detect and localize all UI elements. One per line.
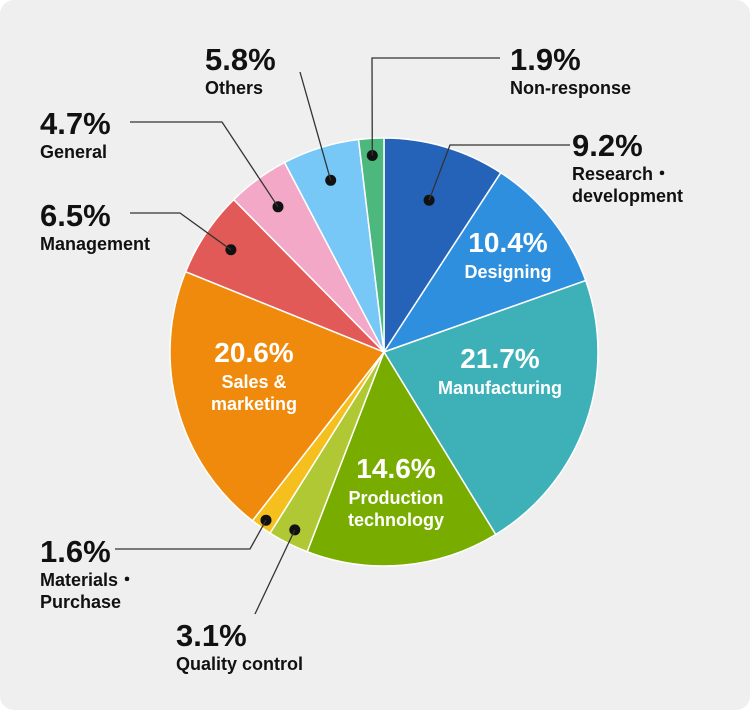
percent-label: 5.8% xyxy=(205,42,276,77)
percent-label: 14.6% xyxy=(356,453,435,484)
label-designing: 10.4% Designing xyxy=(464,227,551,282)
category-label: General xyxy=(40,142,107,162)
slice-manufacturing xyxy=(382,279,599,536)
percent-label: 3.1% xyxy=(176,618,247,653)
slice-labels: 9.2% Research・ development 10.4% Designing 21… xyxy=(40,42,683,674)
pie-slices xyxy=(169,137,599,567)
category-label: Management xyxy=(40,234,150,254)
leader-lines xyxy=(115,57,570,615)
leader-line xyxy=(115,519,267,550)
slice-research-development xyxy=(383,137,502,355)
slice-designing xyxy=(382,171,587,354)
percent-label: 6.5% xyxy=(40,198,111,233)
leader-line xyxy=(130,121,279,208)
leader-line xyxy=(130,212,232,251)
leader-line xyxy=(371,57,500,156)
slice-production-technology xyxy=(306,350,497,567)
label-general: 4.7% General xyxy=(40,106,111,162)
label-management: 6.5% Management xyxy=(40,198,150,254)
label-non-response: 1.9% Non-response xyxy=(510,42,631,98)
leader-line xyxy=(428,144,570,201)
label-materials-purchase: 1.6% Materials・ Purchase xyxy=(40,534,136,612)
label-sales-marketing: 20.6% Sales & marketing xyxy=(211,337,297,414)
percent-label: 1.6% xyxy=(40,534,111,569)
percent-label: 9.2% xyxy=(572,128,643,163)
percent-label: 10.4% xyxy=(468,227,547,258)
percent-label: 20.6% xyxy=(214,337,293,368)
category-label: Research・ xyxy=(572,164,671,184)
label-production-technology: 14.6% Production technology xyxy=(348,453,444,530)
leader-line xyxy=(299,71,332,181)
category-label: Others xyxy=(205,78,263,98)
category-label: technology xyxy=(348,510,444,530)
category-label: Designing xyxy=(464,262,551,282)
slice-non-response xyxy=(357,137,385,353)
label-research-development: 9.2% Research・ development xyxy=(572,128,683,206)
leader-line xyxy=(254,529,296,615)
category-label: Manufacturing xyxy=(438,378,562,398)
category-label: development xyxy=(572,186,683,206)
label-others: 5.8% Others xyxy=(205,42,276,98)
percent-label: 21.7% xyxy=(460,343,539,374)
label-manufacturing: 21.7% Manufacturing xyxy=(438,343,562,398)
percent-label: 1.9% xyxy=(510,42,581,77)
category-label: Sales & xyxy=(221,372,286,392)
category-label: Non-response xyxy=(510,78,631,98)
label-quality-control: 3.1% Quality control xyxy=(176,618,303,674)
category-label: Materials・ xyxy=(40,570,136,590)
percent-label: 4.7% xyxy=(40,106,111,141)
category-label: Purchase xyxy=(40,592,121,612)
category-label: Production xyxy=(349,488,444,508)
slice-sales-marketing xyxy=(169,270,386,522)
category-label: Quality control xyxy=(176,654,303,674)
category-label: marketing xyxy=(211,394,297,414)
